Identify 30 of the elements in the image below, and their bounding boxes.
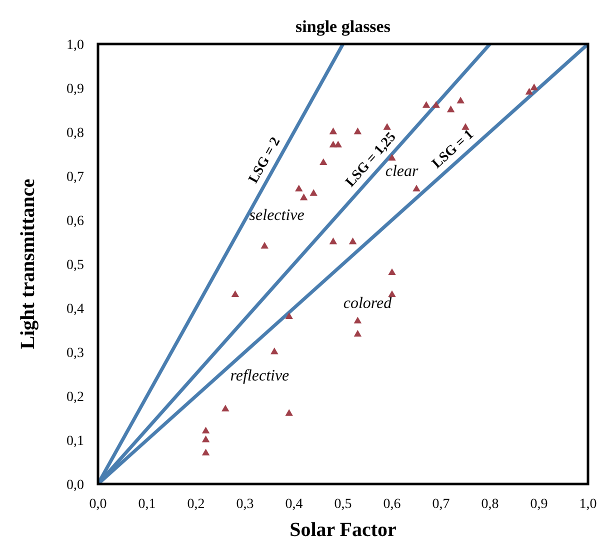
y-axis-title: Light transmittance [17,178,39,350]
x-tick-label: 0,7 [432,497,450,512]
x-axis-title: Solar Factor [290,519,397,541]
x-tick-label: 0,0 [89,497,107,512]
annotation: colored [343,295,393,312]
x-tick-label: 0,5 [334,497,352,512]
text: LSG = 2 [246,134,284,186]
y-tick-label: 0,8 [66,126,84,141]
annotation: clear [385,163,420,180]
y-tick-label: 0,3 [66,346,84,361]
annotation: reflective [230,368,290,385]
x-tick-label: 0,1 [138,497,156,512]
y-tick-label: 0,7 [66,170,84,185]
y-tick-label: 0,0 [66,478,84,493]
x-tick-label: 1,0 [579,497,597,512]
y-tick-label: 0,9 [66,82,84,97]
x-tick-label: 0,9 [530,497,548,512]
annotation: selective [249,207,304,224]
x-tick-label: 0,8 [481,497,499,512]
y-tick-label: 0,5 [66,258,84,273]
x-tick-label: 0,6 [383,497,401,512]
y-tick-label: 0,2 [66,390,84,405]
chart-title: single glasses [296,17,391,36]
y-tick-label: 0,6 [66,214,84,229]
x-tick-label: 0,4 [285,497,303,512]
y-tick-label: 0,4 [66,302,84,317]
y-tick-label: 0,1 [66,434,84,449]
x-tick-label: 0,3 [236,497,254,512]
x-tick-label: 0,2 [187,497,205,512]
y-tick-label: 1,0 [66,38,84,53]
